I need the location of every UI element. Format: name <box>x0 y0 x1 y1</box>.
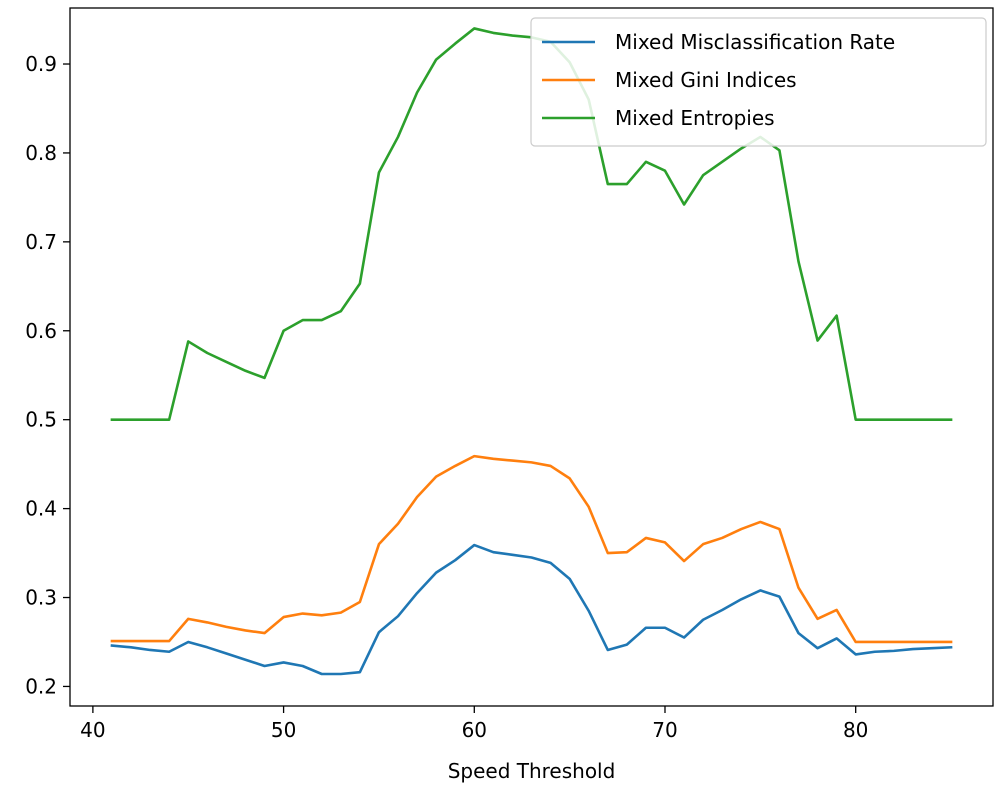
legend-label: Mixed Gini Indices <box>615 68 797 92</box>
x-tick-label: 80 <box>843 718 868 742</box>
legend: Mixed Misclassification Rate Mixed Gini I… <box>530 17 987 147</box>
y-tick-label: 0.6 <box>25 319 57 343</box>
x-tick-label: 40 <box>80 718 105 742</box>
y-tick-label: 0.2 <box>25 674 57 698</box>
x-axis: 40 50 60 70 80 <box>80 706 868 742</box>
y-tick-label: 0.9 <box>25 52 57 76</box>
x-tick-label: 70 <box>652 718 677 742</box>
x-axis-title: Speed Threshold <box>448 759 616 783</box>
y-tick-label: 0.3 <box>25 586 57 610</box>
y-tick-label: 0.5 <box>25 408 57 432</box>
legend-box <box>530 17 987 147</box>
series-line-2 <box>110 454 953 644</box>
x-tick-label: 50 <box>271 718 296 742</box>
series-line-1 <box>110 543 953 676</box>
y-tick-label: 0.4 <box>25 497 57 521</box>
legend-label: Mixed Misclassification Rate <box>615 30 895 54</box>
plot-frame <box>69 7 994 707</box>
y-tick-label: 0.7 <box>25 230 57 254</box>
y-axis: 0.2 0.3 0.4 0.5 0.6 0.7 0.8 0.9 <box>25 52 70 698</box>
x-tick-label: 60 <box>462 718 487 742</box>
y-tick-label: 0.8 <box>25 141 57 165</box>
legend-label: Mixed Entropies <box>615 106 775 130</box>
